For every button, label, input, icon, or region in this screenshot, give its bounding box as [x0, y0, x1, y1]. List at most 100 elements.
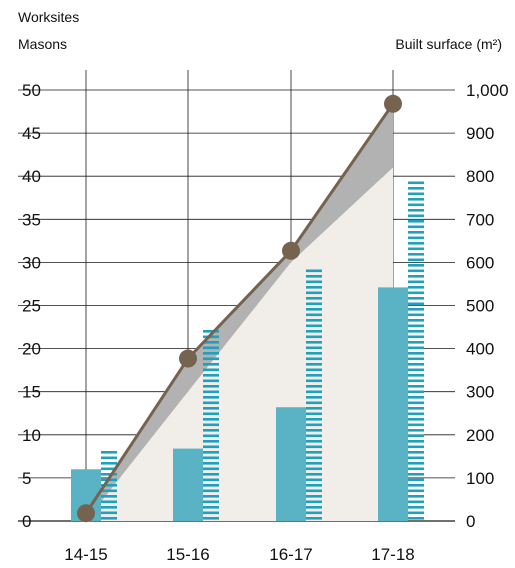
- stripe: [306, 467, 322, 471]
- stripe: [408, 225, 424, 229]
- line-point-15-16: [179, 349, 197, 368]
- stripe: [408, 209, 424, 212]
- stripe: [306, 484, 322, 487]
- stripe: [101, 489, 117, 493]
- stripe: [306, 445, 322, 449]
- stripe: [306, 341, 322, 344]
- stripe: [306, 368, 322, 372]
- stripe: [306, 440, 322, 443]
- stripe: [408, 253, 424, 256]
- left-axis-label-worksites: Worksites: [18, 9, 79, 25]
- stripe: [408, 462, 424, 465]
- stripe: [306, 363, 322, 366]
- stripe: [306, 500, 322, 504]
- left-tick-label: 45: [22, 124, 41, 143]
- stripe: [101, 473, 117, 476]
- stripe: [306, 495, 322, 498]
- stripe: [203, 489, 219, 493]
- right-tick-label: 900: [466, 124, 494, 143]
- stripe: [203, 429, 219, 432]
- stripe: [408, 291, 424, 295]
- stripe: [101, 484, 117, 487]
- right-ticks: 0 100 200 300 400 500 600 700 800 900 1,000: [466, 81, 509, 531]
- stripe: [203, 451, 219, 454]
- stripe: [306, 275, 322, 278]
- stripe: [408, 214, 424, 218]
- striped-bar-16-17: [306, 269, 322, 520]
- stripe: [306, 379, 322, 383]
- stripe: [306, 451, 322, 454]
- stripe: [306, 506, 322, 509]
- stripe: [101, 506, 117, 509]
- stripe: [306, 412, 322, 416]
- stripe: [408, 236, 424, 240]
- right-tick-label: 500: [466, 297, 494, 316]
- stripe: [203, 330, 219, 333]
- stripe: [306, 511, 322, 515]
- stripe: [408, 198, 424, 201]
- right-tick-label: 800: [466, 167, 494, 186]
- stripe: [203, 396, 219, 399]
- solid-bar-16-17: [276, 407, 306, 521]
- stripe: [408, 319, 424, 322]
- bars-layer: [71, 181, 424, 521]
- stripe: [408, 506, 424, 509]
- solid-bar-17-18: [378, 287, 408, 521]
- stripe: [408, 258, 424, 262]
- stripe: [203, 511, 219, 515]
- stripe: [101, 467, 117, 471]
- stripe: [306, 401, 322, 405]
- line-point-14-15: [77, 504, 95, 523]
- right-axis-label: Built surface (m²): [395, 36, 502, 52]
- category-labels: 14-15 15-16 16-17 17-18: [64, 545, 414, 564]
- stripe: [101, 451, 117, 454]
- stripe: [408, 473, 424, 476]
- stripe: [306, 330, 322, 333]
- stripe: [408, 187, 424, 190]
- stripe: [101, 495, 117, 498]
- stripe: [408, 451, 424, 454]
- stripe: [306, 269, 322, 273]
- stripe: [408, 352, 424, 355]
- stripe: [203, 484, 219, 487]
- stripe: [101, 500, 117, 504]
- stripe: [101, 456, 117, 460]
- line-layer: [77, 94, 402, 523]
- stripe: [408, 456, 424, 460]
- stripe: [306, 324, 322, 328]
- stripe: [203, 478, 219, 482]
- stripe: [306, 280, 322, 284]
- stripe: [203, 495, 219, 498]
- stripe: [408, 286, 424, 289]
- surface-line: [84, 102, 395, 515]
- stripe: [306, 319, 322, 322]
- stripe: [203, 500, 219, 504]
- striped-bar-17-18: [408, 181, 424, 520]
- left-tick-label: 15: [22, 383, 41, 402]
- stripe: [408, 231, 424, 234]
- stripe: [408, 401, 424, 405]
- stripe: [408, 192, 424, 196]
- right-tick-label: 600: [466, 253, 494, 272]
- right-tick-label: 400: [466, 340, 494, 359]
- stripe: [408, 412, 424, 416]
- stripe: [203, 341, 219, 344]
- stripe: [408, 500, 424, 504]
- stripe: [203, 407, 219, 410]
- stripe: [408, 297, 424, 300]
- category-label: 16-17: [269, 545, 312, 564]
- stripe: [203, 467, 219, 471]
- stripe: [306, 434, 322, 438]
- stripe: [408, 467, 424, 471]
- stripe: [408, 341, 424, 344]
- stripe: [306, 473, 322, 476]
- stripe: [203, 423, 219, 427]
- stripe: [203, 352, 219, 355]
- stripe: [101, 462, 117, 465]
- stripe: [203, 412, 219, 416]
- left-tick-label: 5: [22, 469, 31, 488]
- stripe: [203, 440, 219, 443]
- stripe: [203, 374, 219, 377]
- line-point-16-17: [282, 241, 300, 260]
